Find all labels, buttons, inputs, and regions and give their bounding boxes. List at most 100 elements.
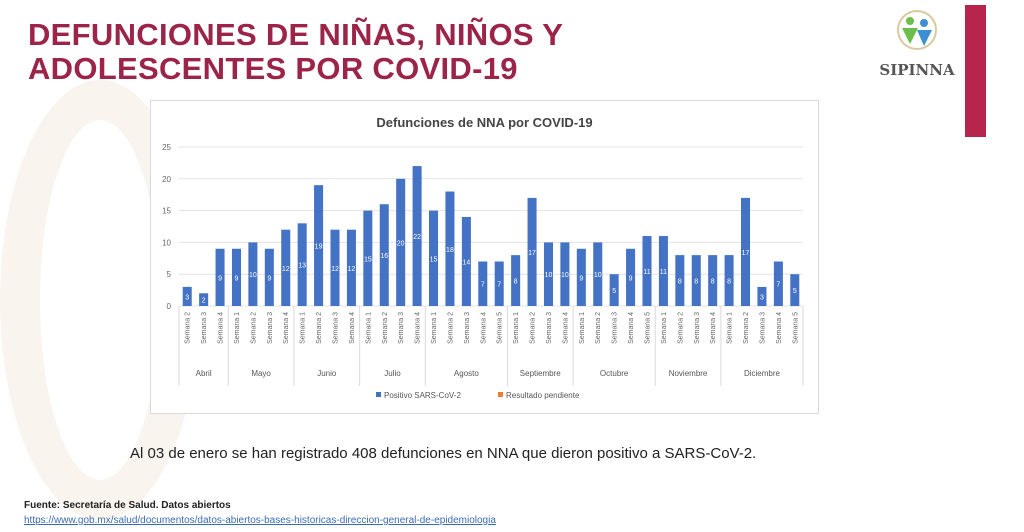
- data-label: 8: [514, 279, 518, 286]
- data-label: 7: [481, 282, 485, 289]
- data-label: 12: [282, 266, 290, 273]
- bar: [461, 216, 471, 306]
- logo-text: SIPINNA: [879, 61, 955, 79]
- bar: [691, 255, 701, 306]
- data-label: 13: [298, 263, 306, 270]
- data-label: 8: [727, 279, 731, 286]
- data-label: 8: [711, 279, 715, 286]
- x-tick-label: Semana 1: [365, 312, 372, 344]
- bar: [511, 255, 521, 306]
- x-tick-label: Semana 3: [546, 312, 553, 344]
- bar: [314, 185, 324, 306]
- x-tick-label: Semana 4: [710, 312, 717, 344]
- x-tick-label: Semana 1: [661, 312, 668, 344]
- bar: [741, 197, 751, 306]
- month-label: Noviembre: [669, 369, 708, 378]
- data-label: 11: [660, 269, 667, 276]
- bar: [593, 242, 603, 306]
- data-label: 16: [380, 253, 388, 260]
- x-tick-label: Semana 4: [415, 312, 422, 344]
- legend-label: Resultado pendiente: [506, 391, 580, 400]
- x-tick-label: Semana 4: [283, 312, 290, 344]
- title-line-1: DEFUNCIONES DE NIÑAS, NIÑOS Y: [28, 17, 564, 52]
- x-tick-label: Semana 3: [267, 312, 274, 344]
- data-label: 5: [793, 288, 797, 295]
- x-tick-label: Semana 4: [628, 312, 635, 344]
- bar: [757, 286, 767, 306]
- x-tick-label: Semana 3: [464, 312, 471, 344]
- month-label: Octubre: [600, 369, 629, 378]
- x-tick-label: Semana 1: [300, 312, 307, 344]
- data-label: 3: [760, 294, 764, 301]
- bar: [675, 255, 685, 306]
- x-tick-label: Semana 4: [776, 312, 783, 344]
- data-label: 10: [545, 272, 553, 279]
- x-tick-label: Semana 3: [333, 312, 340, 344]
- x-tick-label: Semana 1: [513, 312, 520, 344]
- chart-plot: 0 5 10 15 20 25 3 Semana 2 2 Semana 3 9 Semana 4 Abr…: [162, 143, 804, 400]
- sipinna-logo: SIPINNA: [872, 8, 962, 88]
- x-tick-label: Semana 3: [201, 312, 208, 344]
- children-emblem-icon: [897, 10, 937, 50]
- chart-title: Defunciones de NNA por COVID-19: [376, 115, 593, 130]
- y-tick-label: 10: [162, 238, 171, 247]
- x-tick-label: Semana 4: [562, 312, 569, 344]
- source-link[interactable]: https://www.gob.mx/salud/documentos/dato…: [24, 515, 496, 526]
- month-label: Septiembre: [520, 369, 561, 378]
- bar: [396, 178, 406, 306]
- bar: [560, 242, 570, 306]
- bar: [379, 204, 389, 306]
- data-label: 12: [331, 266, 339, 273]
- x-tick-label: Semana 2: [316, 312, 323, 344]
- data-label: 3: [185, 294, 189, 301]
- bar: [609, 274, 619, 306]
- bar: [478, 261, 488, 306]
- data-label: 9: [629, 275, 633, 282]
- slide-title: DEFUNCIONES DE NIÑAS, NIÑOS Y ADOLESCENT…: [28, 18, 563, 86]
- bar: [264, 248, 274, 306]
- data-label: 20: [397, 240, 405, 247]
- bar: [346, 229, 356, 306]
- bar: [527, 197, 537, 306]
- month-label: Agosto: [454, 369, 479, 378]
- x-tick-label: Semana 2: [595, 312, 602, 344]
- data-label: 9: [579, 275, 583, 282]
- x-tick-label: Semana 3: [398, 312, 405, 344]
- x-tick-label: Semana 2: [743, 312, 750, 344]
- x-tick-label: Semana 2: [530, 312, 537, 344]
- data-label: 17: [742, 250, 750, 257]
- x-tick-label: Semana 1: [727, 312, 734, 344]
- bar: [215, 248, 225, 306]
- x-tick-label: Semana 5: [792, 312, 799, 344]
- x-tick-label: Semana 2: [447, 312, 454, 344]
- bar: [182, 286, 192, 306]
- data-label: 8: [694, 279, 698, 286]
- bar: [494, 261, 504, 306]
- x-tick-label: Semana 2: [250, 312, 257, 344]
- x-tick-label: Semana 3: [612, 312, 619, 344]
- data-label: 14: [462, 259, 470, 266]
- data-label: 9: [218, 275, 222, 282]
- bar: [658, 236, 668, 306]
- bar: [445, 191, 455, 306]
- y-tick-label: 5: [167, 270, 172, 279]
- month-label: Julio: [384, 369, 401, 378]
- x-tick-label: Semana 2: [185, 312, 192, 344]
- bar: [330, 229, 340, 306]
- bar: [543, 242, 553, 306]
- bar: [773, 261, 783, 306]
- summary-note: Al 03 de enero se han registrado 408 def…: [130, 445, 757, 462]
- bar: [363, 210, 373, 306]
- x-tick-label: Semana 4: [349, 312, 356, 344]
- data-label: 10: [249, 272, 257, 279]
- source-label: Fuente: Secretaría de Salud. Datos abier…: [24, 500, 231, 511]
- accent-bar: [965, 5, 986, 137]
- bar: [429, 210, 439, 306]
- bar: [576, 248, 586, 306]
- data-label: 17: [528, 250, 536, 257]
- data-label: 15: [364, 256, 372, 263]
- x-tick-label: Semana 1: [234, 312, 241, 344]
- bar: [790, 274, 800, 306]
- x-tick-label: Semana 1: [431, 312, 438, 344]
- bar: [626, 248, 636, 306]
